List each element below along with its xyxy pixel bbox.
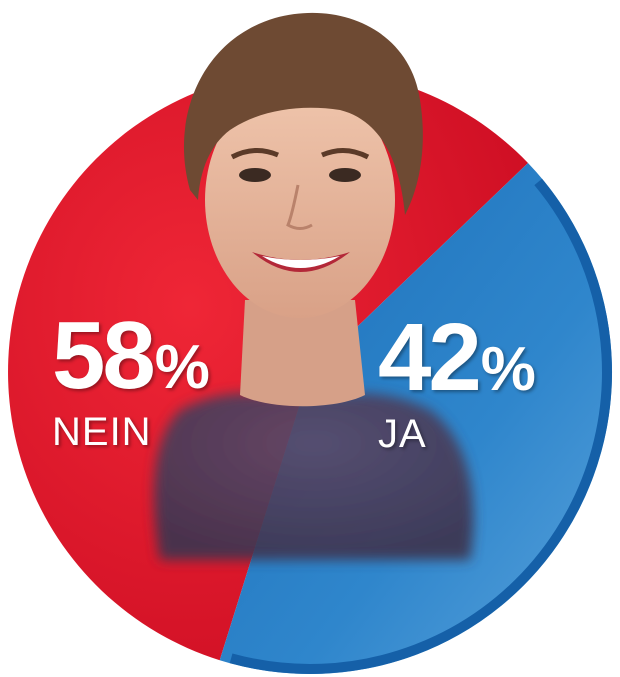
- percent-nein-value: 58: [52, 302, 156, 409]
- category-label-ja: JA: [378, 412, 427, 456]
- portrait-photo: [154, 12, 474, 560]
- slice-label-ja: 42% JA: [378, 310, 536, 456]
- portrait-shirt: [154, 393, 474, 560]
- portrait-nose: [286, 184, 313, 230]
- percent-nein: 58%: [52, 308, 210, 404]
- portrait-hair: [183, 12, 423, 216]
- percent-ja: 42%: [378, 310, 536, 406]
- portrait-teeth: [262, 256, 340, 268]
- percent-ja-sign: %: [480, 335, 536, 404]
- portrait-left-eye: [239, 168, 271, 182]
- slice-label-nein: 58% NEIN: [52, 308, 210, 454]
- blue-rim-highlight: [229, 178, 612, 674]
- portrait-left-brow: [230, 148, 279, 160]
- percent-ja-value: 42: [378, 304, 482, 411]
- percent-nein-sign: %: [154, 333, 210, 402]
- category-label-nein: NEIN: [52, 410, 152, 454]
- portrait-face: [205, 82, 395, 318]
- portrait-neck: [240, 300, 365, 407]
- portrait-right-brow: [321, 148, 370, 160]
- portrait-right-eye: [329, 168, 361, 182]
